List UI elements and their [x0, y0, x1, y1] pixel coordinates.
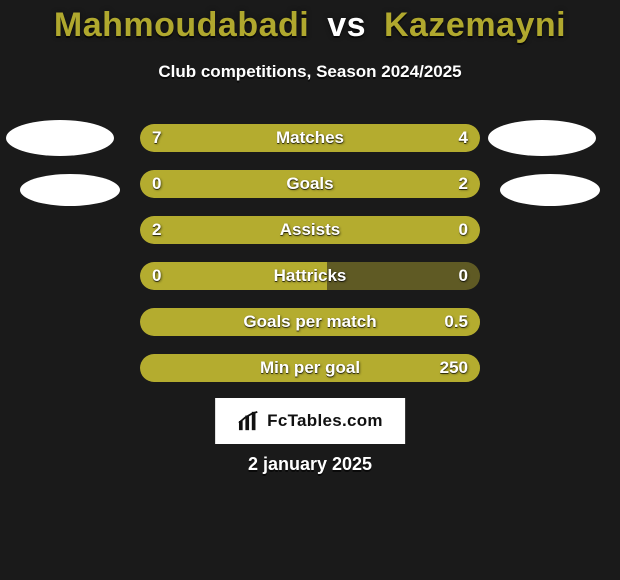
player2-name: Kazemayni	[384, 6, 566, 44]
player1-name: Mahmoudabadi	[54, 6, 309, 44]
stat-row: Goals per match0.5	[140, 308, 480, 336]
stat-label: Assists	[140, 216, 480, 244]
stat-row: 2Assists0	[140, 216, 480, 244]
stat-label: Goals	[140, 170, 480, 198]
chart-icon	[237, 410, 259, 432]
stat-row: 7Matches4	[140, 124, 480, 152]
stat-value-right: 4	[459, 124, 468, 152]
stat-row: Min per goal250	[140, 354, 480, 382]
stat-value-right: 250	[440, 354, 468, 382]
stat-value-right: 0	[459, 216, 468, 244]
player1-avatar	[6, 120, 114, 156]
stat-label: Min per goal	[140, 354, 480, 382]
stat-bars: 7Matches40Goals22Assists00Hattricks0Goal…	[140, 124, 480, 400]
stat-value-right: 2	[459, 170, 468, 198]
player2-avatar	[488, 120, 596, 156]
brand-badge: FcTables.com	[215, 398, 405, 444]
stat-row: 0Goals2	[140, 170, 480, 198]
stat-value-right: 0.5	[444, 308, 468, 336]
title: Mahmoudabadi vs Kazemayni	[0, 6, 620, 45]
subtitle: Club competitions, Season 2024/2025	[0, 62, 620, 82]
player2-club-badge	[500, 174, 600, 206]
stat-label: Matches	[140, 124, 480, 152]
brand-text: FcTables.com	[267, 411, 383, 431]
title-vs: vs	[327, 6, 366, 44]
footer-date: 2 january 2025	[0, 454, 620, 475]
player1-club-badge	[20, 174, 120, 206]
stat-value-right: 0	[459, 262, 468, 290]
comparison-card: Mahmoudabadi vs Kazemayni Club competiti…	[0, 0, 620, 580]
stat-label: Goals per match	[140, 308, 480, 336]
stat-row: 0Hattricks0	[140, 262, 480, 290]
stat-label: Hattricks	[140, 262, 480, 290]
